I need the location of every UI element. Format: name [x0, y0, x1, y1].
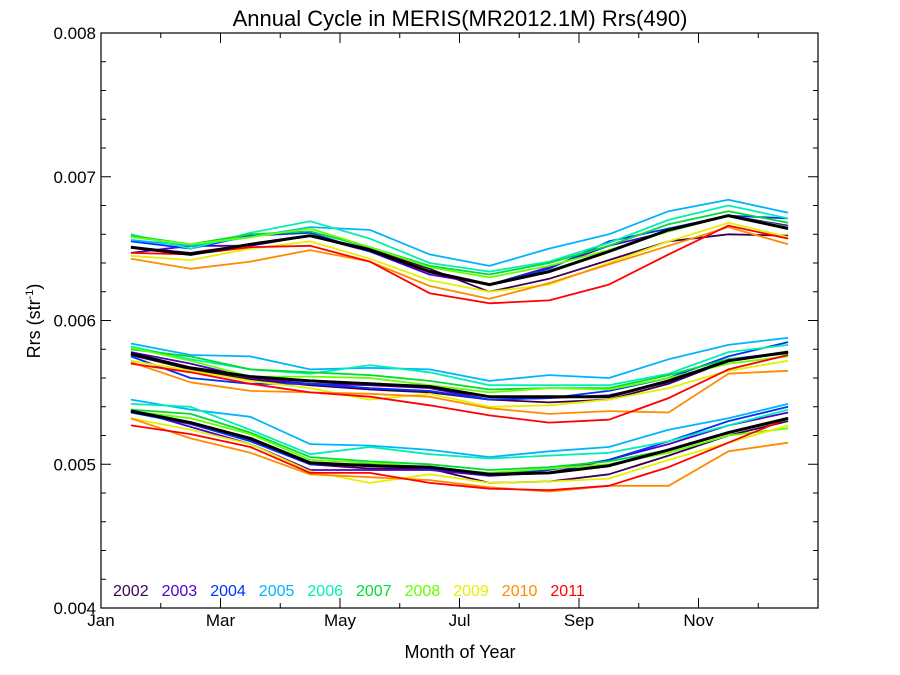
- series-2004-line-group-3: [130, 405, 789, 476]
- series-2007-line-group-2: [130, 348, 789, 391]
- y-tick-label: 0.004: [53, 599, 96, 618]
- x-tick-label-jul: Jul: [449, 611, 471, 630]
- legend-item-2009: 2009: [453, 583, 489, 600]
- series-2005-line-group-2: [130, 336, 789, 382]
- series-2005-line-group-3: [130, 398, 789, 459]
- x-tick-label-sep: Sep: [564, 611, 594, 630]
- series-2011-line-group-3: [130, 417, 789, 492]
- series-2011-line-group-1: [130, 224, 789, 305]
- y-tick-label: 0.006: [53, 312, 96, 331]
- y-axis-label: Rrs (str-1): [24, 284, 44, 359]
- series-2002-line-group-1: [130, 233, 789, 293]
- series-2009-line-group-3: [130, 417, 789, 484]
- y-axis-label-suffix: ): [24, 284, 44, 290]
- x-tick-label-nov: Nov: [683, 611, 714, 630]
- series-2009-line-group-2: [130, 359, 789, 408]
- legend: 2002 2003 2004 2005 2006 2007 2008 2009 2010 2011: [113, 583, 585, 600]
- series-2007-line-group-1: [130, 210, 789, 276]
- series-2010-line-group-1: [130, 226, 789, 300]
- legend-item-2005: 2005: [259, 583, 295, 600]
- y-tick-label: 0.008: [53, 24, 96, 43]
- series-2011-line-group-2: [130, 354, 789, 424]
- y-axis-label-main: Rrs (str: [24, 299, 44, 358]
- legend-item-2010: 2010: [502, 583, 538, 600]
- series-2009-line-group-1: [130, 221, 789, 293]
- legend-item-2006: 2006: [307, 583, 343, 600]
- x-axis-label: Month of Year: [404, 642, 515, 662]
- y-axis-label-superscript: -1: [24, 290, 36, 300]
- y-tick-label: 0.005: [53, 455, 96, 474]
- axis-ticks: Jan Mar May Jul Sep Nov 0.004 0.005 0.006 0.007 0.…: [53, 24, 818, 630]
- series-2004-line-group-2: [130, 341, 789, 401]
- mean-line-group-3: [130, 409, 789, 476]
- series-2010-line-group-2: [130, 361, 789, 415]
- legend-item-2003: 2003: [162, 583, 198, 600]
- plot-lines: [130, 198, 789, 493]
- legend-item-2002: 2002: [113, 583, 149, 600]
- mean-line-group-2: [130, 350, 789, 399]
- legend-item-2004: 2004: [210, 583, 246, 600]
- x-tick-label-mar: Mar: [206, 611, 236, 630]
- series-2010-line-group-3: [130, 417, 789, 493]
- plot-frame: [100, 32, 819, 609]
- legend-item-2011: 2011: [550, 583, 585, 600]
- y-tick-label: 0.007: [53, 168, 96, 187]
- x-tick-label-may: May: [324, 611, 357, 630]
- chart-title: Annual Cycle in MERIS(MR2012.1M) Rrs(490…: [233, 6, 688, 31]
- legend-item-2007: 2007: [356, 583, 392, 600]
- legend-item-2008: 2008: [405, 583, 441, 600]
- series-2006-line-group-3: [130, 403, 789, 460]
- mean-line-group-1: [130, 214, 789, 287]
- x-tick-label-jan: Jan: [87, 611, 114, 630]
- series-2005-line-group-1: [130, 198, 789, 267]
